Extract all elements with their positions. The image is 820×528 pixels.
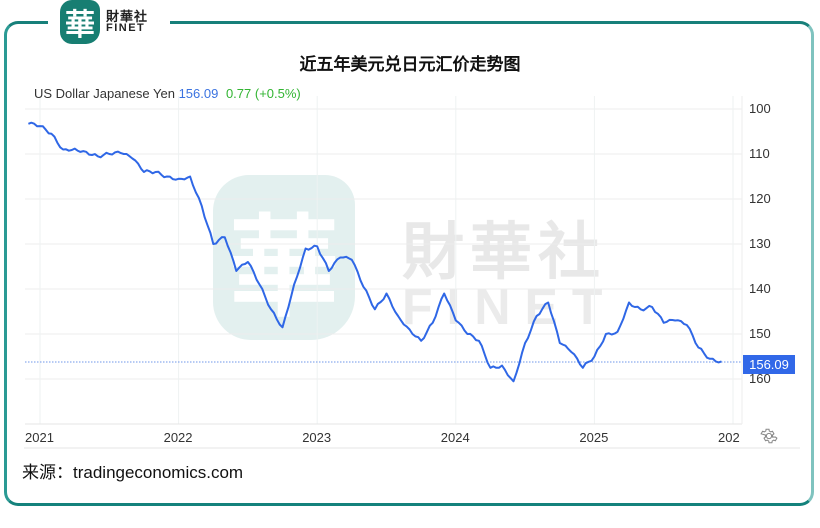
legend-name: US Dollar Japanese Yen — [34, 86, 175, 101]
logo-glyph: 華 — [65, 8, 95, 43]
y-tick-label: 130 — [749, 236, 771, 251]
brand-frame — [4, 21, 814, 506]
x-tick-label: 2021 — [25, 430, 54, 445]
chart-title: 近五年美元兑日元汇价走势图 — [299, 55, 521, 74]
source-note: 来源：tradingeconomics.com — [22, 463, 244, 482]
logo-name-en: FINET — [106, 22, 146, 34]
usdjpy-line — [28, 121, 722, 383]
legend-change: 0.77 (+0.5%) — [225, 86, 301, 101]
y-tick-label: 140 — [749, 281, 771, 296]
gear-icon[interactable] — [760, 427, 778, 445]
y-tick-label: 100 — [749, 101, 771, 116]
x-tick-label: 2025 — [579, 430, 609, 445]
chart-grid — [25, 96, 742, 424]
y-tick-label: 160 — [749, 371, 771, 386]
x-tick-label: 2024 — [440, 430, 470, 445]
x-tick-label: 2023 — [302, 430, 332, 445]
brand-logo: 華 財華社 FINET — [60, 0, 148, 44]
logo-name-cn: 財華社 — [106, 9, 149, 24]
logo-badge-icon: 華 — [60, 0, 100, 44]
y-tick-label: 150 — [749, 326, 771, 341]
last-price-tag: 156.09 — [743, 355, 795, 374]
y-tick-label: 120 — [749, 191, 771, 206]
legend-value: 156.09 — [178, 86, 219, 101]
x-tick-label: 2022 — [163, 430, 193, 445]
chart-legend: US Dollar Japanese Yen 156.09 0.77 (+0.5… — [34, 86, 301, 101]
x-tick-label: 202 — [718, 430, 740, 445]
y-tick-label: 110 — [749, 146, 770, 161]
